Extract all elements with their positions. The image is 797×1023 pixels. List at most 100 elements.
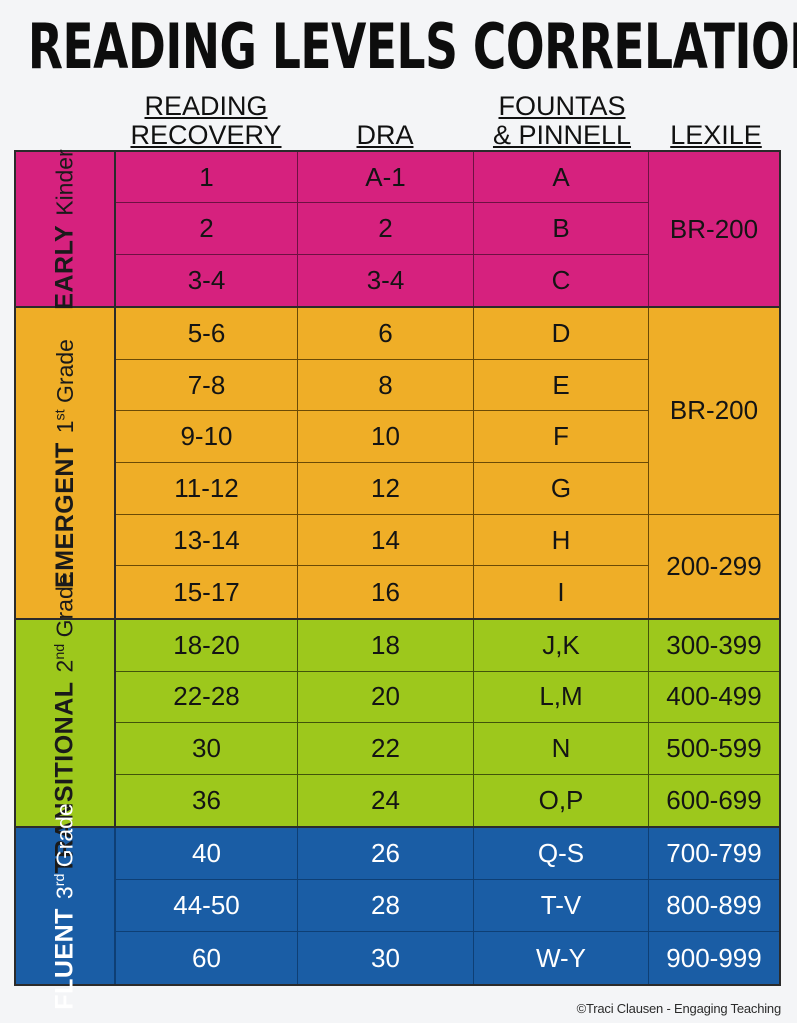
cell-dra: 10 (298, 411, 474, 463)
band-label-emergent: EMERGENT 1st Grade (16, 308, 116, 618)
cell-dra: 16 (298, 566, 474, 619)
table-row: 22-28 20 L,M (116, 671, 648, 723)
cell-reading-recovery: 3-4 (116, 254, 298, 307)
cell-lexile: 700-799 (649, 828, 779, 880)
table-row: 13-14 14 H (116, 514, 648, 567)
cell-fountas-pinnell: C (551, 264, 571, 295)
cell-dra: 22 (298, 723, 474, 774)
cell-reading-recovery: 1 (116, 152, 298, 203)
lexile-column: 300-399 400-499 500-599 600-699 (648, 620, 779, 826)
header-lexile-label: LEXILE (670, 119, 762, 150)
lexile-column: BR-200 200-299 (648, 308, 779, 618)
band-grade: 1st Grade (51, 338, 78, 433)
cell-reading-recovery: 60 (116, 932, 298, 984)
cell-fountas-pinnell: E (552, 369, 570, 400)
cell-fountas-pinnell: Q-S (537, 838, 585, 868)
header-dra: DRA (297, 119, 473, 150)
header-reading-recovery-line1: READING (144, 90, 268, 121)
header-fountas-line2: & PINNELL (492, 119, 632, 150)
band-label-early: EARLY Kinder (16, 148, 116, 310)
cell-fountas-pinnell: T-V (540, 890, 582, 920)
cell-lexile: 900-999 (666, 942, 762, 973)
band-label-fluent: FLUENT 3rd Grade (16, 803, 116, 1009)
band-grade: 2nd Grade (51, 572, 78, 672)
cell-dra: 6 (298, 308, 474, 359)
cell-lexile: BR-200 (669, 213, 759, 244)
header-fountas-pinnell: FOUNTAS & PINNELL (473, 90, 651, 150)
cell-fountas-pinnell: I (557, 576, 565, 607)
cell-fountas-pinnell: J,K (542, 629, 580, 660)
cell-dra: 18 (298, 620, 474, 671)
table-row: 18-20 18 J,K (116, 620, 648, 672)
cell-dra: 2 (298, 203, 474, 254)
cell-lexile: 600-699 (666, 784, 762, 815)
band-fluent: FLUENT 3rd Grade 40 26 Q-S 44-50 28 T-V 60 30 W-Y 7… (16, 803, 779, 1009)
band-grade: Kinder (51, 148, 78, 216)
cell-reading-recovery: 5-6 (116, 308, 298, 359)
cell-lexile: 300-399 (649, 620, 779, 672)
reading-levels-table: EARLY Kinder 1 A-1 A 2 2 B 3-4 3-4 C BR-200 EMERGENT… (14, 148, 781, 1009)
cell-reading-recovery: 11-12 (116, 463, 298, 514)
cell-reading-recovery: 22-28 (116, 671, 298, 722)
cell-fountas-pinnell: F (553, 421, 569, 452)
cell-reading-recovery: 7-8 (116, 359, 298, 411)
cell-dra: 14 (298, 514, 474, 566)
cell-dra: A-1 (298, 152, 474, 203)
table-row: 36 24 O,P (116, 774, 648, 826)
table-row: 60 30 W-Y (116, 932, 648, 984)
table-row: 5-6 6 D (116, 308, 648, 360)
cell-fountas-pinnell: D (551, 317, 571, 348)
cell-dra: 28 (298, 880, 474, 931)
table-row: 9-10 10 F (116, 411, 648, 464)
cell-lexile: 400-499 (649, 672, 779, 723)
table-row: 15-17 16 I (116, 566, 648, 619)
cell-lexile: 800-899 (649, 880, 779, 932)
cell-reading-recovery: 2 (116, 203, 298, 254)
table-row: 30 22 N (116, 723, 648, 775)
cell-fountas-pinnell: G (550, 472, 572, 503)
band-early: EARLY Kinder 1 A-1 A 2 2 B 3-4 3-4 C BR-200 (16, 148, 779, 310)
cell-reading-recovery: 15-17 (116, 566, 298, 619)
band-emergent: EMERGENT 1st Grade 5-6 6 D 7-8 8 E 9-10 10 F 11-12 1… (16, 308, 779, 620)
table-row: 40 26 Q-S (116, 828, 648, 880)
band-name: EARLY (50, 224, 79, 310)
header-dra-label: DRA (356, 119, 414, 150)
table-row: 7-8 8 E (116, 359, 648, 412)
table-row: 1 A-1 A (116, 152, 648, 204)
column-headers: READING RECOVERY DRA FOUNTAS & PINNELL L… (14, 82, 781, 150)
header-reading-recovery: READING RECOVERY (115, 90, 297, 150)
table-row: 11-12 12 G (116, 463, 648, 515)
band-name: FLUENT (50, 907, 79, 1010)
band-grade: 3rd Grade (51, 802, 78, 899)
lexile-column: 700-799 800-899 900-999 (648, 828, 779, 984)
table-row: 3-4 3-4 C (116, 254, 648, 307)
header-fountas-line1: FOUNTAS (498, 90, 626, 121)
cell-dra: 3-4 (298, 254, 474, 307)
cell-reading-recovery: 36 (116, 774, 298, 826)
band-transitional: TRANSITIONAL 2nd Grade 18-20 18 J,K 22-28 20 L,… (16, 573, 779, 873)
cell-dra: 26 (298, 828, 474, 879)
cell-fountas-pinnell: H (551, 524, 571, 555)
cell-fountas-pinnell: O,P (538, 784, 584, 815)
cell-dra: 20 (298, 671, 474, 722)
header-reading-recovery-line2: RECOVERY (130, 119, 282, 150)
cell-reading-recovery: 40 (116, 828, 298, 879)
cell-dra: 8 (298, 359, 474, 411)
cell-reading-recovery: 9-10 (116, 411, 298, 463)
band-name: EMERGENT (50, 441, 79, 588)
cell-reading-recovery: 44-50 (116, 880, 298, 931)
cell-fountas-pinnell: B (552, 213, 570, 244)
band-label-transitional: TRANSITIONAL 2nd Grade (16, 573, 116, 873)
cell-dra: 12 (298, 463, 474, 514)
cell-reading-recovery: 18-20 (116, 620, 298, 671)
cell-fountas-pinnell: L,M (539, 681, 583, 712)
cell-lexile: BR-200 (649, 308, 779, 515)
cell-fountas-pinnell: A (552, 161, 570, 192)
cell-dra: 24 (298, 774, 474, 826)
cell-fountas-pinnell: W-Y (535, 942, 587, 973)
cell-fountas-pinnell: N (551, 732, 571, 763)
cell-dra: 30 (298, 932, 474, 984)
cell-reading-recovery: 30 (116, 723, 298, 774)
cell-lexile: 500-599 (649, 723, 779, 775)
